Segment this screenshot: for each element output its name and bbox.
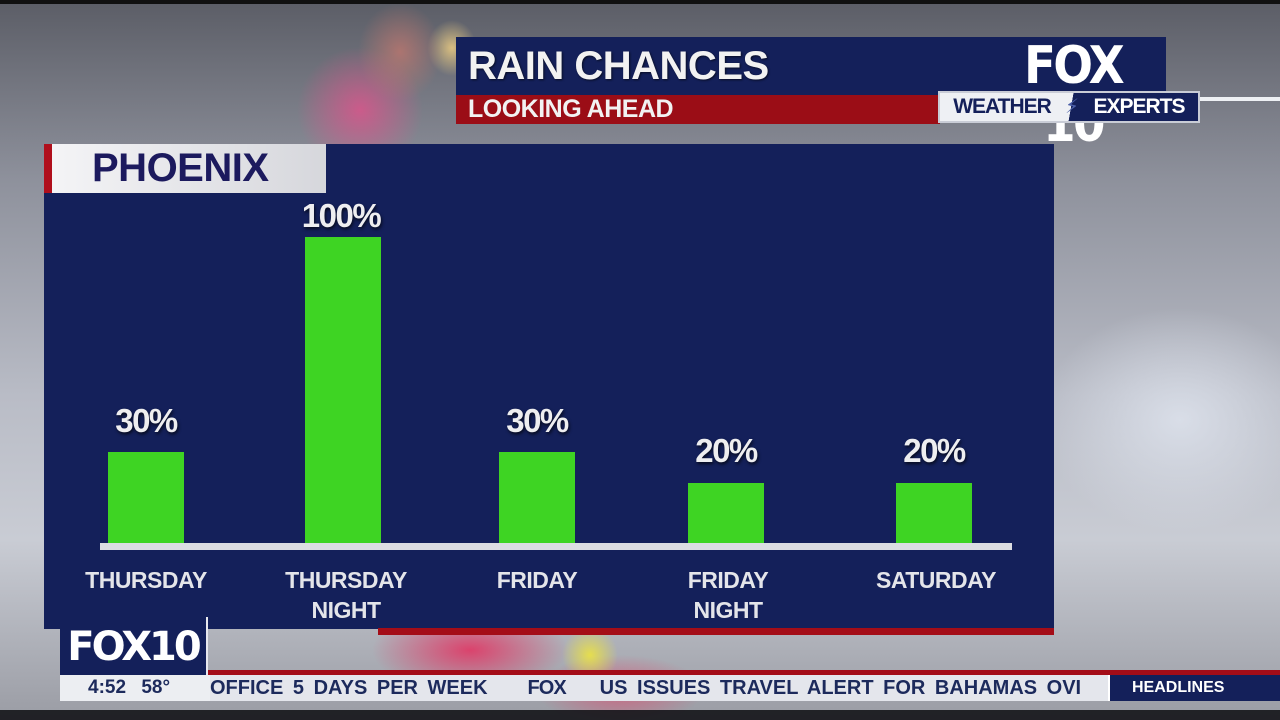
news-ticker: OFFICE 5 DAYS PER WEEK FOX US ISSUES TRAVE…	[210, 675, 1108, 701]
headlines-label: HEADLINES	[1108, 675, 1280, 701]
category-label-line1: THURSDAY	[285, 567, 407, 593]
ticker-text: US ISSUES TRAVEL ALERT FOR BAHAMAS OVI	[599, 677, 1082, 699]
bar-value: 30%	[506, 402, 569, 439]
bar-thursday-night	[305, 237, 381, 543]
graphic-header: RAIN CHANCES LOOKING AHEAD FOX 10	[456, 36, 1166, 154]
bar-value: 30%	[115, 402, 178, 439]
badge-weather-text: WEATHER	[940, 93, 1064, 121]
fox10-bug-logo: FOX10	[60, 617, 208, 675]
weather-experts-badge: WEATHER ⚡ EXPERTS	[938, 91, 1200, 123]
time: 4:52	[88, 677, 127, 698]
category-label-line2: NIGHT	[693, 597, 763, 623]
category-label-line1: SATURDAY	[876, 567, 996, 593]
bar-friday	[499, 452, 575, 543]
ticker-text: OFFICE 5 DAYS PER WEEK	[210, 677, 488, 699]
fox-separator-logo: FOX	[527, 677, 567, 699]
category-label: THURSDAY NIGHT	[261, 565, 431, 625]
location-tag: PHOENIX	[44, 144, 326, 193]
temperature: 58°	[141, 677, 171, 698]
category-label-line1: FRIDAY	[687, 567, 769, 593]
bottom-letterbox	[0, 710, 1280, 720]
chart-panel	[44, 144, 1054, 629]
ticker-red-line	[208, 670, 1280, 675]
lightning-bolt-icon: ⚡	[1064, 93, 1080, 121]
category-label-line1: FRIDAY	[496, 567, 578, 593]
category-label-line2: NIGHT	[311, 597, 381, 623]
badge-experts-text: EXPERTS	[1093, 95, 1185, 118]
graphic-subtitle: LOOKING AHEAD	[456, 95, 940, 124]
bar-value: 20%	[903, 432, 966, 469]
bar-friday-night	[688, 483, 764, 543]
bar-thursday	[108, 452, 184, 543]
chart-panel-red-accent	[378, 628, 1054, 635]
category-label-line1: THURSDAY	[85, 567, 207, 593]
category-label: THURSDAY	[61, 565, 231, 595]
category-label: SATURDAY	[851, 565, 1021, 595]
bar-value: 20%	[695, 432, 758, 469]
chart-baseline	[100, 543, 1012, 550]
fox10-logo: FOX 10	[1023, 36, 1125, 154]
top-black-bar	[0, 0, 1280, 4]
category-label: FRIDAY	[452, 565, 622, 595]
category-label: FRIDAY NIGHT	[643, 565, 813, 625]
bar-value: 100%	[301, 197, 382, 234]
bar-saturday	[896, 483, 972, 543]
header-rule	[1200, 97, 1280, 101]
time-temperature: 4:52 58°	[60, 675, 210, 701]
graphic-title: RAIN CHANCES	[456, 37, 1166, 95]
